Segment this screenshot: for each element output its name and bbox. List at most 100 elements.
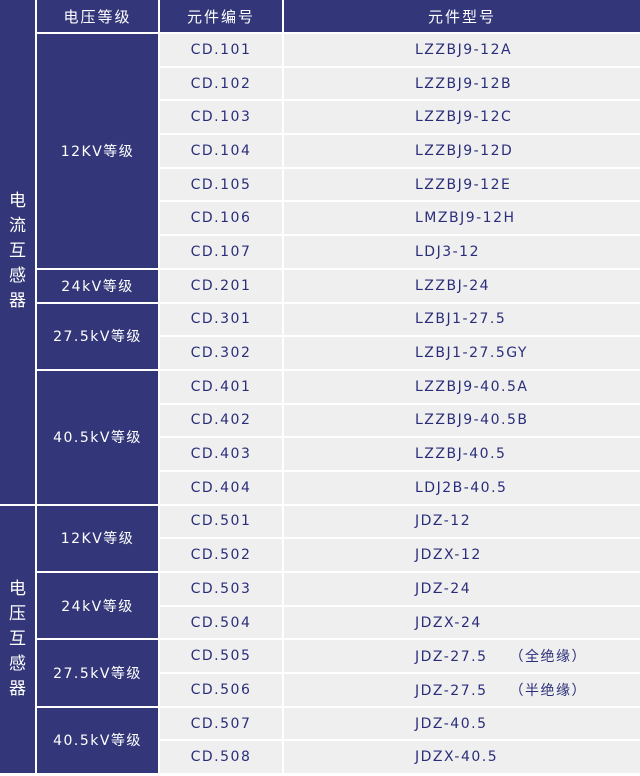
- component-code: CD.504: [160, 606, 282, 639]
- model-text: LZZBJ9-12E: [415, 176, 512, 193]
- model-text: JDZ-27.5: [415, 649, 488, 666]
- model-text: JDZX-12: [415, 547, 482, 564]
- table-row: CD.106 LMZBJ9-12H: [0, 202, 640, 235]
- component-model: LZZBJ9-12A: [284, 34, 640, 66]
- component-code: CD.102: [160, 67, 282, 100]
- voltage-level-cell: 40.5kV等级: [37, 370, 158, 504]
- component-model: LZZBJ9-40.5B: [284, 404, 640, 437]
- model-text: JDZ-40.5: [415, 715, 488, 732]
- model-text: JDZ-27.5: [415, 682, 488, 699]
- component-code: CD.201: [160, 269, 282, 302]
- component-model: LZZBJ9-12E: [284, 168, 640, 201]
- component-code: CD.403: [160, 438, 282, 470]
- model-text: LZZBJ9-12C: [415, 109, 513, 126]
- component-model: JDZ-40.5: [284, 707, 640, 740]
- model-text: LZZBJ9-40.5A: [415, 378, 529, 395]
- model-text: JDZX-40.5: [415, 749, 499, 766]
- table-row: 27.5kV等级 CD.505 JDZ-27.5 （全绝缘）: [0, 640, 640, 706]
- model-text: LMZBJ9-12H: [415, 210, 516, 227]
- table-row: CD.502 JDZX-12: [0, 539, 640, 571]
- table-row: CD.302 LZBJ1-27.5GY: [0, 337, 640, 369]
- component-code: CD.105: [160, 168, 282, 201]
- table-row: 27.5kV等级 CD.301 LZBJ1-27.5: [0, 303, 640, 369]
- component-code: CD.301: [160, 303, 282, 336]
- component-code: CD.404: [160, 471, 282, 504]
- model-text: LZBJ1-27.5GY: [415, 345, 528, 362]
- component-model: LMZBJ9-12H: [284, 202, 640, 235]
- voltage-level-cell: 12KV等级: [37, 34, 158, 268]
- voltage-level-cell: 40.5kV等级: [37, 707, 158, 774]
- component-code: CD.505: [160, 640, 282, 673]
- model-text: LZZBJ9-12A: [415, 41, 513, 58]
- component-model: JDZ-27.5 （半绝缘）: [284, 674, 640, 706]
- table-row: 电 压 互 感 器 12KV等级 CD.501 JDZ-12: [0, 505, 640, 774]
- component-model: LZBJ1-27.5GY: [284, 337, 640, 369]
- voltage-level-cell: 27.5kV等级: [37, 640, 158, 706]
- header-row: 电 流 互 感 器 电压等级 元件编号 元件型号: [0, 0, 640, 504]
- table-row: CD.506 JDZ-27.5 （半绝缘）: [0, 674, 640, 706]
- model-note: （全绝缘）: [509, 649, 587, 666]
- table-row: CD.504 JDZX-24: [0, 606, 640, 639]
- model-text: LDJ2B-40.5: [415, 479, 508, 496]
- header-model: 元件型号: [284, 0, 640, 32]
- component-model: LZZBJ9-40.5A: [284, 370, 640, 403]
- model-text: JDZX-24: [415, 614, 482, 631]
- model-text: LZBJ1-27.5: [415, 311, 507, 328]
- model-text: JDZ-12: [415, 513, 472, 530]
- component-model: JDZ-24: [284, 573, 640, 605]
- component-code: CD.104: [160, 135, 282, 167]
- component-model: LZBJ1-27.5: [284, 303, 640, 336]
- table-row: CD.404 LDJ2B-40.5: [0, 471, 640, 504]
- component-code: CD.507: [160, 707, 282, 740]
- table-row: CD.105 LZZBJ9-12E: [0, 168, 640, 201]
- table-row: 40.5kV等级 CD.401 LZZBJ9-40.5A: [0, 370, 640, 504]
- model-text: JDZ-24: [415, 580, 472, 597]
- header-code: 元件编号: [160, 0, 282, 32]
- model-note: （半绝缘）: [509, 682, 587, 699]
- component-code: CD.401: [160, 370, 282, 403]
- model-text: LZZBJ9-12B: [415, 75, 513, 92]
- component-model: JDZX-12: [284, 539, 640, 571]
- component-code: CD.302: [160, 337, 282, 369]
- group-cell: 电 压 互 感 器: [0, 505, 35, 774]
- component-code: CD.107: [160, 236, 282, 268]
- table-row: CD.104 LZZBJ9-12D: [0, 135, 640, 167]
- component-model: LDJ2B-40.5: [284, 471, 640, 504]
- table-row: 24kV等级 CD.503 JDZ-24: [0, 573, 640, 639]
- table-row: CD.403 LZZBJ-40.5: [0, 438, 640, 470]
- component-code: CD.508: [160, 741, 282, 774]
- component-code: CD.402: [160, 404, 282, 437]
- voltage-level-cell: 27.5kV等级: [37, 303, 158, 369]
- table-row: 12KV等级 CD.101 LZZBJ9-12A: [0, 34, 640, 268]
- table-row: CD.402 LZZBJ9-40.5B: [0, 404, 640, 437]
- header-level: 电压等级: [37, 0, 158, 32]
- model-text: LDJ3-12: [415, 243, 480, 260]
- table-row: CD.103 LZZBJ9-12C: [0, 101, 640, 134]
- voltage-level-cell: 12KV等级: [37, 505, 158, 571]
- component-code: CD.501: [160, 505, 282, 538]
- model-text: LZZBJ-40.5: [415, 446, 507, 463]
- component-model: LZZBJ-24: [284, 269, 640, 302]
- table-row: 24kV等级 CD.201 LZZBJ-24: [0, 269, 640, 302]
- model-text: LZZBJ-24: [415, 277, 491, 294]
- model-text: LZZBJ9-40.5B: [415, 412, 529, 429]
- component-model: LZZBJ-40.5: [284, 438, 640, 470]
- component-code: CD.503: [160, 573, 282, 605]
- component-code: CD.106: [160, 202, 282, 235]
- component-model: JDZ-27.5 （全绝缘）: [284, 640, 640, 673]
- group-cell: 电 流 互 感 器: [0, 0, 35, 504]
- component-model: LZZBJ9-12C: [284, 101, 640, 134]
- model-text: LZZBJ9-12D: [415, 142, 514, 159]
- component-model: JDZ-12: [284, 505, 640, 538]
- component-code: CD.103: [160, 101, 282, 134]
- component-code: CD.502: [160, 539, 282, 571]
- component-model: LZZBJ9-12D: [284, 135, 640, 167]
- component-model: JDZX-40.5: [284, 741, 640, 774]
- table-row: CD.102 LZZBJ9-12B: [0, 67, 640, 100]
- component-code: CD.506: [160, 674, 282, 706]
- voltage-level-cell: 24kV等级: [37, 573, 158, 639]
- table-row: 40.5kV等级 CD.507 JDZ-40.5: [0, 707, 640, 774]
- component-model: LZZBJ9-12B: [284, 67, 640, 100]
- table-row: CD.508 JDZX-40.5: [0, 741, 640, 774]
